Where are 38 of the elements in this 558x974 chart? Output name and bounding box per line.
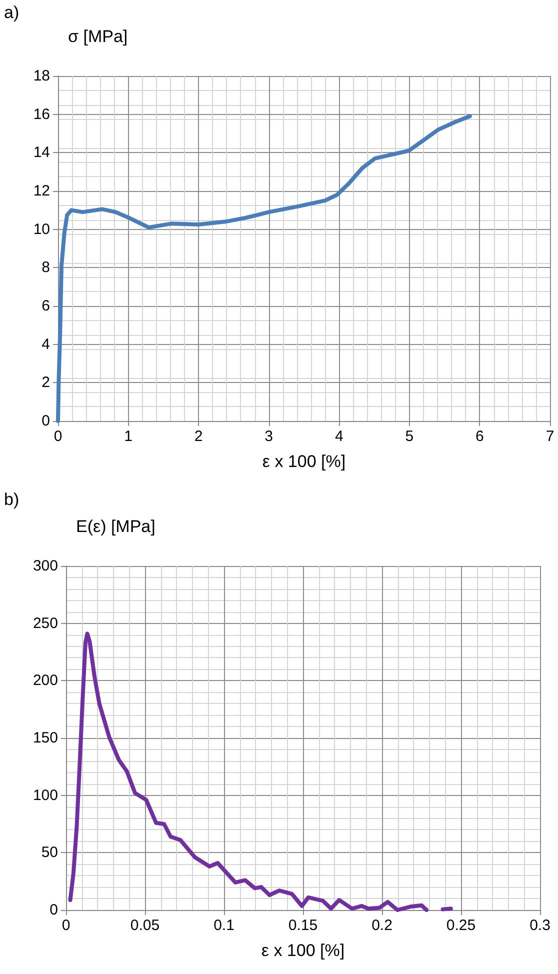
y-tick-label: 50 xyxy=(41,844,58,862)
x-tick-label: 0.3 xyxy=(530,917,550,934)
y-tick-label: 14 xyxy=(33,144,50,162)
text: b) xyxy=(4,490,20,509)
x-tick-label: 0.05 xyxy=(130,917,160,934)
y-tick-label: 150 xyxy=(32,730,58,746)
x-tick-label: 0.1 xyxy=(214,917,234,934)
x-tick-label: 1 xyxy=(124,428,132,445)
y-tick-label: 250 xyxy=(32,614,58,632)
x-tick-label: 2 xyxy=(194,428,203,445)
y-axis-title: E(ε) [MPa] xyxy=(76,517,156,536)
x-tick-label: 0 xyxy=(62,917,70,934)
text: a) xyxy=(4,3,20,22)
y-tick-label: 8 xyxy=(42,259,50,276)
x-axis-title: ε x 100 [%] xyxy=(261,941,345,960)
y-tick-label: 0 xyxy=(50,902,58,918)
x-tick-label: 6 xyxy=(476,428,484,445)
x-axis-title: ε x 100 [%] xyxy=(262,452,346,471)
x-tick-label: 0.25 xyxy=(446,917,476,934)
y-tick-label: 18 xyxy=(33,68,50,84)
line-series xyxy=(56,114,472,423)
y-tick-label: 6 xyxy=(42,298,50,314)
y-tick-label: 10 xyxy=(33,220,50,238)
x-tick-label: 0.15 xyxy=(288,917,318,934)
y-tick-label: 4 xyxy=(42,336,50,353)
y-axis-title: σ [MPa] xyxy=(68,27,128,46)
y-tick-label: 2 xyxy=(42,374,50,392)
y-tick-label: 100 xyxy=(32,786,58,804)
x-tick-label: 3 xyxy=(264,428,274,445)
y-tick-label: 300 xyxy=(32,558,58,574)
x-tick-label: 5 xyxy=(405,428,414,445)
x-tick-label: 7 xyxy=(546,428,554,445)
y-tick-label: 12 xyxy=(33,182,50,200)
y-tick-label: 200 xyxy=(32,672,58,690)
x-tick-label: 4 xyxy=(334,428,344,445)
y-tick-label: 0 xyxy=(42,412,50,430)
x-tick-label: 0.2 xyxy=(372,917,392,934)
y-tick-label: 16 xyxy=(33,106,50,123)
